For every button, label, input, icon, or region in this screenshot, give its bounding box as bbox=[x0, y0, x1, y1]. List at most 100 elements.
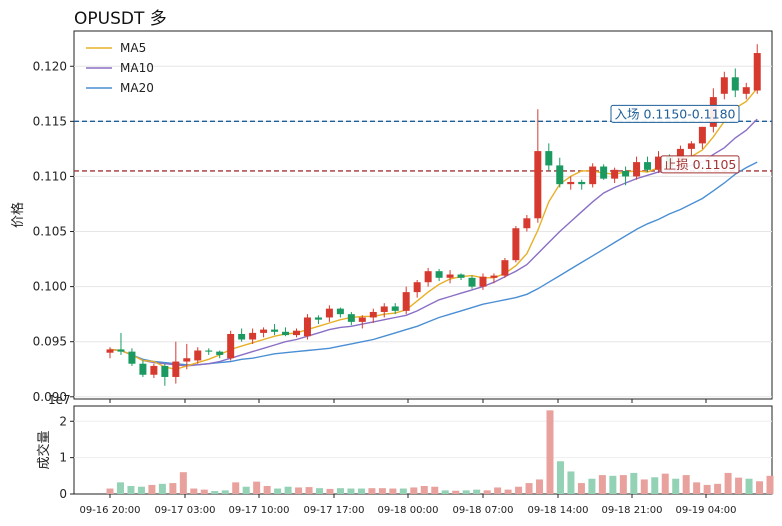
volume-axis-label: 成交量 bbox=[36, 430, 52, 469]
candle-body bbox=[271, 329, 279, 332]
candle-body bbox=[117, 349, 125, 352]
x-tick-label: 09-18 21:00 bbox=[601, 505, 662, 516]
x-tick-label: 09-16 20:00 bbox=[79, 505, 140, 516]
legend-label: MA5 bbox=[120, 41, 146, 55]
volume-bar bbox=[577, 483, 585, 494]
price-tick-label: 0.090 bbox=[33, 390, 67, 404]
candle-body bbox=[424, 271, 432, 283]
volume-bar bbox=[378, 488, 386, 494]
candle-body bbox=[720, 77, 728, 94]
candle-body bbox=[633, 162, 641, 177]
candle-body bbox=[402, 292, 410, 311]
candle-body bbox=[194, 350, 202, 361]
legend: MA5 MA10 MA20 bbox=[86, 41, 154, 95]
reference-label-box bbox=[610, 104, 740, 123]
candle-body bbox=[742, 87, 750, 94]
volume-bar bbox=[336, 488, 344, 494]
candle-body bbox=[413, 282, 421, 293]
volume-bar bbox=[630, 472, 638, 494]
price-tick-label: 0.100 bbox=[33, 280, 67, 294]
legend-label: MA20 bbox=[120, 81, 154, 95]
candle-body bbox=[336, 308, 344, 315]
volume-bar bbox=[420, 486, 428, 494]
candle-body bbox=[238, 333, 246, 340]
volume-panel: 0 1 2 09-16 20:00 09-17 03:00 09-17 10:00 09-1… bbox=[36, 405, 774, 516]
candle-body bbox=[380, 306, 388, 312]
volume-tick-label: 1 bbox=[59, 451, 67, 465]
reference-label: 止损 0.1105 bbox=[664, 157, 737, 172]
candle-body bbox=[260, 329, 268, 333]
candle-body bbox=[567, 181, 575, 185]
volume-bar bbox=[221, 490, 229, 494]
volume-bar bbox=[169, 483, 177, 494]
candle-body bbox=[282, 331, 290, 336]
volume-bar bbox=[588, 478, 596, 494]
volume-bar bbox=[651, 477, 659, 494]
candle-body bbox=[314, 317, 322, 320]
volume-bar bbox=[735, 477, 743, 494]
price-axis-label: 价格 bbox=[10, 202, 26, 228]
volume-bar bbox=[441, 490, 449, 494]
candle-body bbox=[655, 156, 662, 170]
candle-body bbox=[479, 276, 487, 287]
volume-bar bbox=[263, 486, 271, 494]
candle-body bbox=[556, 165, 564, 185]
candle-body bbox=[128, 351, 136, 364]
candle-body bbox=[205, 350, 213, 352]
candle-body bbox=[687, 143, 695, 149]
volume-bar bbox=[483, 490, 491, 494]
candle-body bbox=[753, 53, 761, 91]
volume-bar bbox=[556, 461, 564, 494]
price-panel: 0.090 0.095 0.100 0.105 0.110 0.115 0.120 价格 入场 … bbox=[10, 30, 773, 404]
volume-bar bbox=[473, 489, 481, 494]
volume-bar bbox=[106, 488, 114, 494]
candle-body bbox=[303, 317, 311, 337]
volume-bar bbox=[232, 482, 240, 494]
volume-bar bbox=[190, 488, 198, 494]
volume-bar bbox=[693, 482, 701, 494]
volume-bar bbox=[515, 486, 523, 494]
x-tick-label: 09-18 00:00 bbox=[377, 505, 438, 516]
candle-body bbox=[369, 311, 377, 318]
x-tick-label: 09-17 17:00 bbox=[303, 505, 364, 516]
volume-bar bbox=[137, 486, 145, 494]
price-plot-frame bbox=[73, 30, 773, 400]
volume-bar bbox=[200, 489, 208, 494]
ma10-line bbox=[109, 118, 758, 367]
candle-body bbox=[523, 218, 531, 229]
x-tick-label: 09-18 07:00 bbox=[452, 505, 513, 516]
volume-bar bbox=[494, 487, 502, 494]
volume-bar bbox=[672, 478, 680, 494]
candle-body bbox=[578, 181, 586, 185]
volume-bar bbox=[609, 475, 617, 494]
volume-bar bbox=[410, 487, 418, 494]
price-tick-label: 0.120 bbox=[33, 59, 67, 73]
reference-label: 入场 0.1150-0.1180 bbox=[615, 106, 736, 121]
ma5-line bbox=[109, 87, 758, 371]
candle-body bbox=[325, 308, 333, 318]
candle-body bbox=[347, 314, 355, 322]
candle-body bbox=[468, 277, 476, 287]
candle-body bbox=[589, 166, 597, 185]
volume-scale-label: 1e7 bbox=[48, 393, 71, 407]
volume-bar bbox=[745, 478, 753, 494]
volume-bar bbox=[714, 483, 722, 494]
price-tick-label: 0.095 bbox=[33, 335, 67, 349]
volume-bar bbox=[598, 475, 606, 494]
candle-body bbox=[183, 358, 191, 362]
volume-bar bbox=[127, 486, 135, 494]
volume-bar bbox=[158, 483, 166, 494]
candle-body bbox=[216, 351, 224, 355]
volume-bar bbox=[766, 475, 774, 494]
volume-bar bbox=[504, 489, 512, 494]
candle-body bbox=[446, 274, 454, 278]
candle-body bbox=[622, 170, 630, 177]
price-tick-label: 0.105 bbox=[33, 225, 67, 239]
volume-bar bbox=[347, 488, 355, 494]
volume-bar bbox=[431, 486, 439, 494]
candle-body bbox=[611, 169, 619, 179]
candle-body bbox=[139, 363, 147, 375]
candle-body bbox=[490, 275, 498, 278]
